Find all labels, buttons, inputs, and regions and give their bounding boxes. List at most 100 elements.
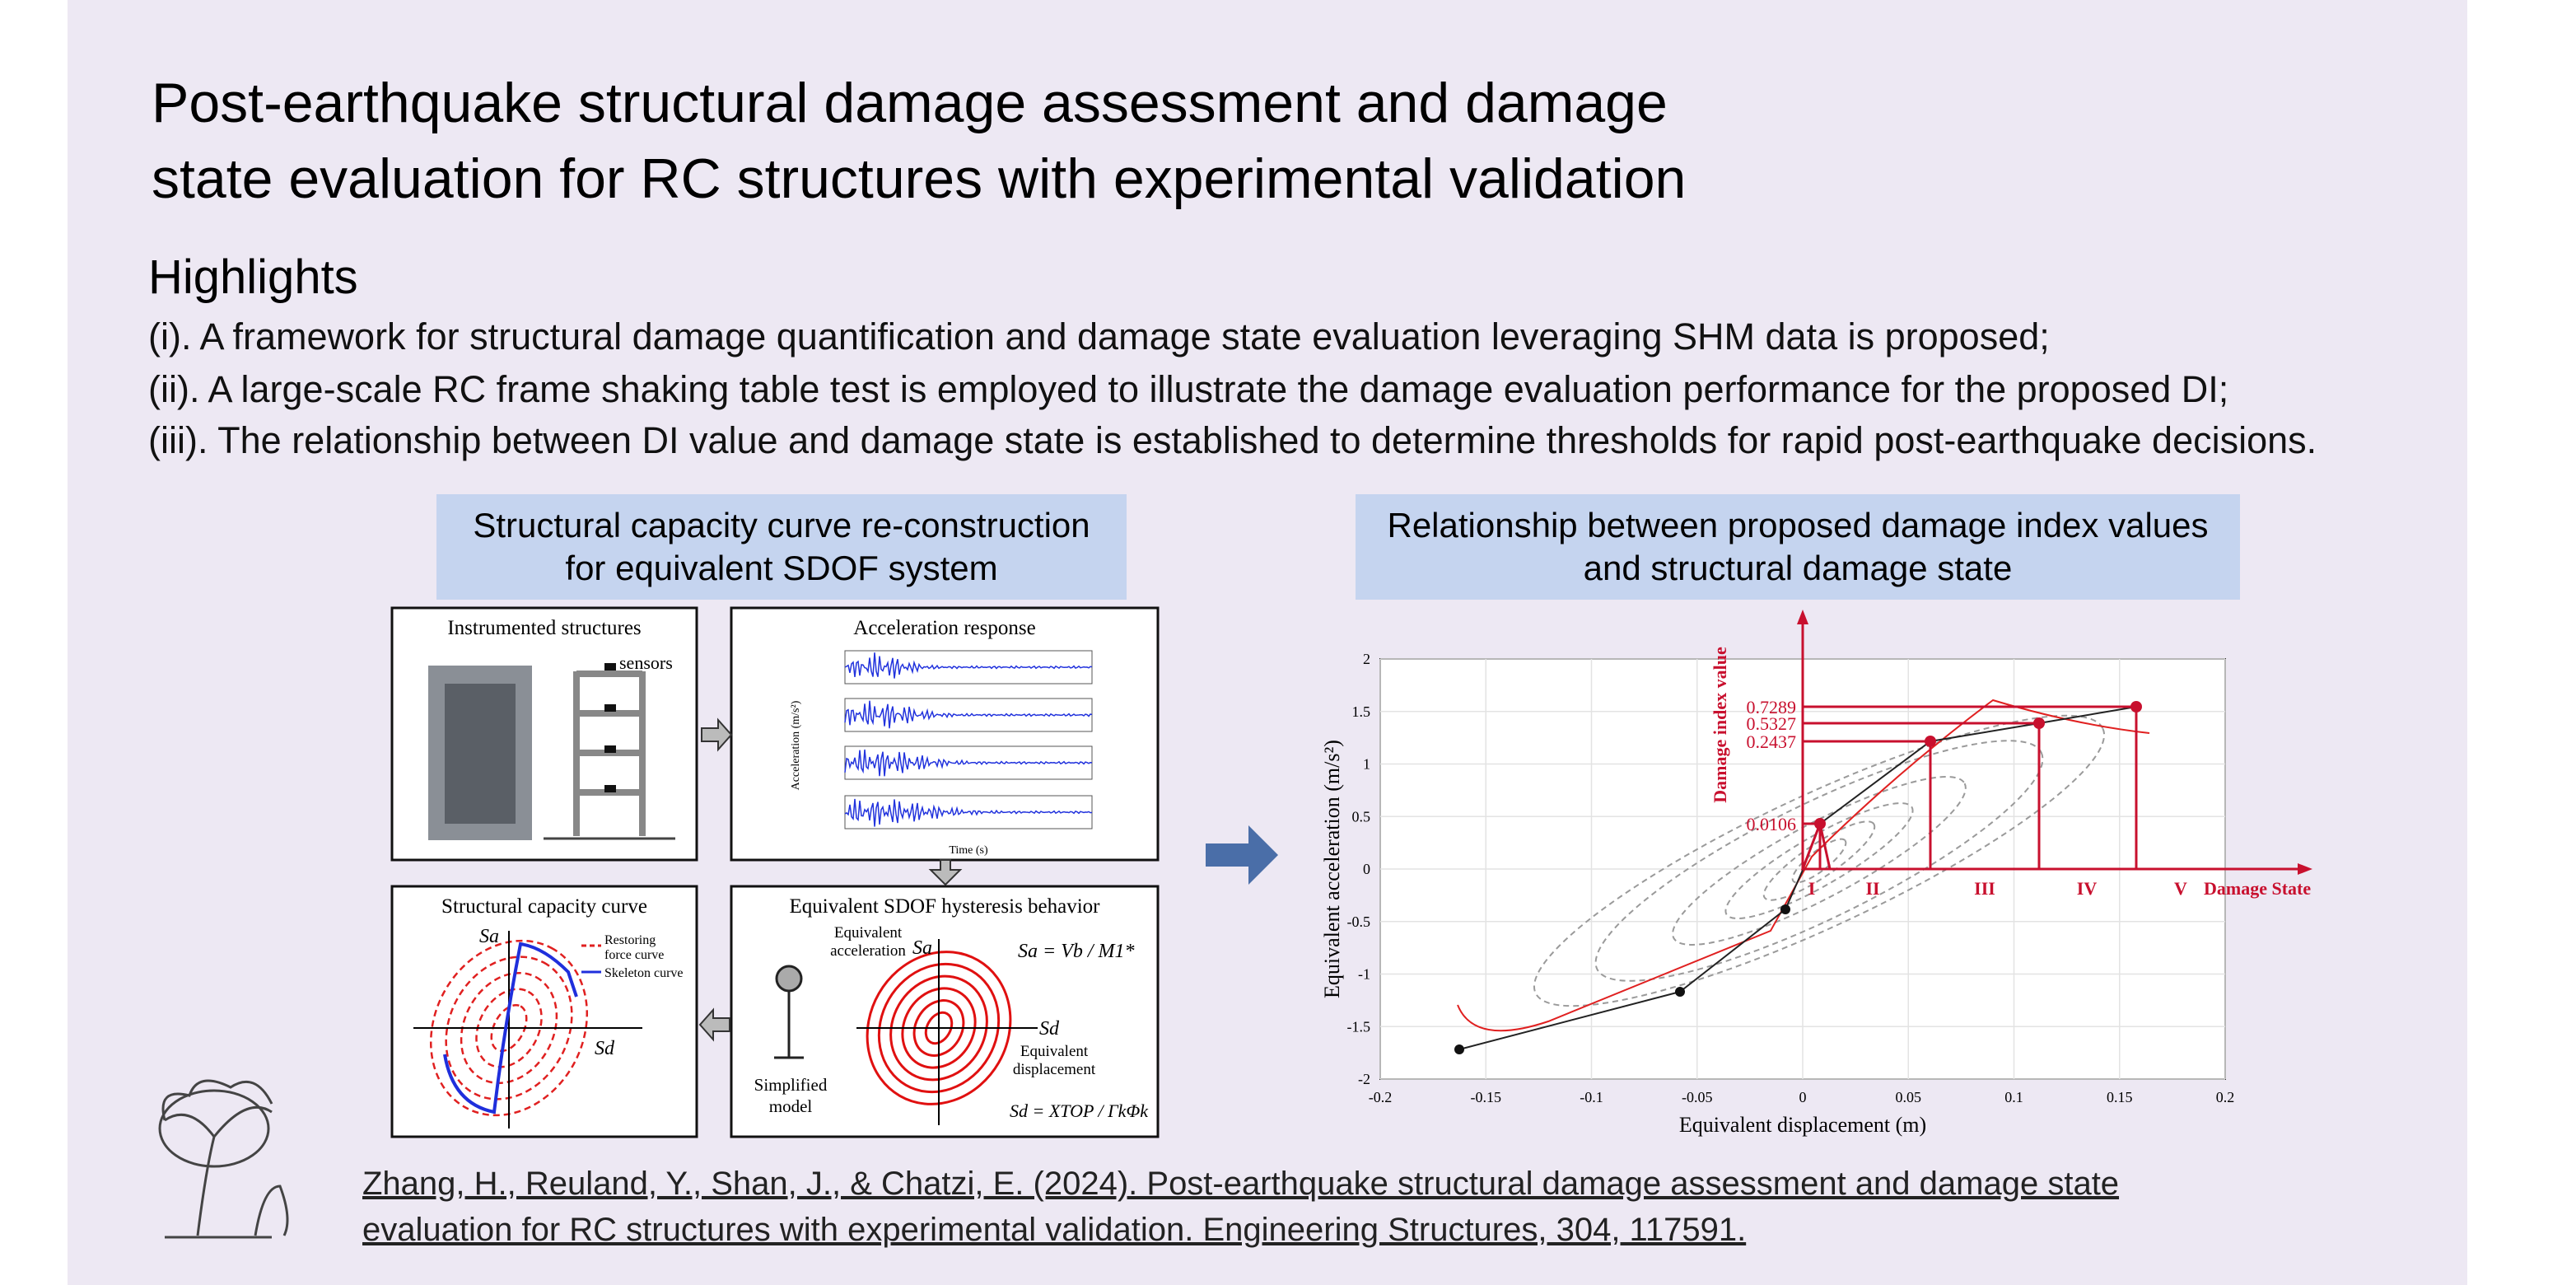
y-tick-label: 0 <box>1363 861 1370 877</box>
loop <box>889 974 988 1082</box>
hysteresis-loop <box>1724 802 1914 919</box>
y-tick-label: 2 <box>1363 651 1370 667</box>
damage-state-label: II <box>1865 878 1879 899</box>
flow-arrow <box>701 717 733 752</box>
signal-trace <box>844 700 1093 729</box>
building-photo-detail <box>445 684 516 824</box>
loop <box>877 962 1001 1094</box>
x-axis-label: Equivalent displacement (m) <box>1679 1113 1926 1137</box>
x-tick-label: -0.05 <box>1682 1089 1713 1105</box>
axis-caption: Equivalent <box>1020 1043 1089 1060</box>
sensor-label: sensors <box>619 652 673 673</box>
y-tick-label: -0.5 <box>1347 914 1371 930</box>
flow-arrow <box>928 859 963 886</box>
citation-line: Zhang, H., Reuland, Y., Shan, J., & Chat… <box>362 1166 2119 1202</box>
hysteresis-loops <box>866 951 1012 1105</box>
loop <box>429 939 589 1117</box>
axis-symbol: Sd <box>1039 1018 1060 1040</box>
axis-caption: acceleration <box>830 942 906 960</box>
formula: Sa = Vb / M1* <box>1018 941 1135 962</box>
axis-symbol: Sa <box>912 937 932 959</box>
axis-label: Time (s) <box>949 844 988 857</box>
axis-symbol: Sa <box>479 926 499 947</box>
x-tick-label: 0 <box>1799 1089 1807 1105</box>
skeleton-point <box>1454 1044 1464 1054</box>
loop <box>866 951 1012 1105</box>
box-title: Instrumented structures <box>447 617 641 639</box>
loop <box>475 988 543 1068</box>
panel-header-text: Relationship between proposed damage ind… <box>1387 506 2208 544</box>
box-title: Equivalent SDOF hysteresis behavior <box>789 895 1100 918</box>
axis-arrowhead <box>1797 610 1808 624</box>
x-tick-label: 0.05 <box>1896 1089 1922 1105</box>
skeleton-curve <box>443 942 578 1114</box>
legend-text: Restoring <box>604 933 656 947</box>
loop <box>490 1003 528 1053</box>
x-tick-label: -0.1 <box>1580 1089 1603 1105</box>
damage-state-label: IV <box>2077 878 2098 899</box>
formula: Sd = XTOP / ΓkΦk <box>1010 1100 1149 1121</box>
axis-symbol: Sd <box>595 1038 615 1059</box>
signal-trace <box>844 798 1093 827</box>
highlight-item: (iii). The relationship between DI value… <box>148 419 2317 461</box>
main-arrow <box>1206 825 1278 885</box>
citation-line: evaluation for RC structures with experi… <box>362 1212 1746 1248</box>
panel-header-text: Structural capacity curve re-constructio… <box>473 506 1090 544</box>
highlight-item: (ii). A large-scale RC frame shaking tab… <box>148 368 2228 410</box>
loop <box>924 1011 954 1045</box>
panel-header-text: for equivalent SDOF system <box>565 549 997 587</box>
y-tick-label: -1.5 <box>1347 1018 1371 1035</box>
frame-sketch <box>573 671 646 836</box>
x-tick-label: 0.2 <box>2216 1089 2235 1105</box>
workflow-diagram: Instrumented structures sensors Accelera… <box>390 606 1160 1138</box>
axis-label: Acceleration (m/s²) <box>790 700 802 790</box>
axis-caption: displacement <box>1013 1061 1096 1078</box>
loop <box>912 999 965 1057</box>
highlights-heading: Highlights <box>148 250 358 304</box>
publisher-logo <box>158 1079 289 1239</box>
signal-trace <box>844 749 1093 777</box>
y-tick-label: -2 <box>1358 1071 1370 1087</box>
skeleton-point <box>1780 904 1790 914</box>
signal-trace <box>844 652 1093 679</box>
panel-header-text: and structural damage state <box>1584 549 2013 587</box>
model-label: model <box>769 1096 813 1116</box>
damage-index-label: 0.0106 <box>1747 814 1797 834</box>
model-label: Simplified <box>754 1075 828 1095</box>
highlight-item: (i). A framework for structural damage q… <box>148 315 2050 357</box>
damage-index-label: 0.2437 <box>1747 731 1797 752</box>
sdof-mass <box>775 965 803 993</box>
threshold-point <box>1925 736 1936 747</box>
loop <box>445 956 573 1100</box>
damage-state-label: I <box>1808 878 1816 899</box>
damage-chart: -0.2 -0.15 -0.1 -0.05 0 0.05 0.1 0.15 0.2 -2 -1.5 -… <box>1320 610 2312 1137</box>
axis-arrowhead <box>2298 863 2312 875</box>
axis-caption: Equivalent <box>834 924 903 942</box>
signal-plots <box>844 650 1093 829</box>
threshold-triangle <box>1800 819 1832 871</box>
y-tick-label: 0.5 <box>1352 808 1371 825</box>
hysteresis-loop <box>1594 740 2044 982</box>
loop <box>901 987 977 1069</box>
box-title: Acceleration response <box>853 617 1035 639</box>
restoring-force-loops <box>429 939 589 1117</box>
panel-header <box>1356 494 2240 600</box>
x-tick-label: -0.15 <box>1471 1089 1502 1105</box>
damage-state-label: III <box>1974 878 1995 899</box>
skeleton-point <box>1675 987 1685 997</box>
y-tick-label: 1.5 <box>1352 703 1371 720</box>
legend-text: Skeleton curve <box>604 966 684 980</box>
hysteresis-loop <box>1791 838 1847 884</box>
damage-index-label: 0.5327 <box>1747 713 1797 734</box>
x-tick-label: 0.1 <box>2004 1089 2023 1105</box>
flow-arrow <box>698 1007 730 1042</box>
panel-header <box>436 494 1127 600</box>
threshold-point <box>2130 701 2142 713</box>
box-title: Structural capacity curve <box>441 895 647 918</box>
damage-index-label: 0.7289 <box>1747 697 1797 717</box>
y-tick-label: 1 <box>1363 756 1370 773</box>
sensor-marks <box>604 663 616 792</box>
damage-index-axis-label: Damage index value <box>1710 647 1730 803</box>
x-tick-label: -0.2 <box>1369 1089 1393 1105</box>
